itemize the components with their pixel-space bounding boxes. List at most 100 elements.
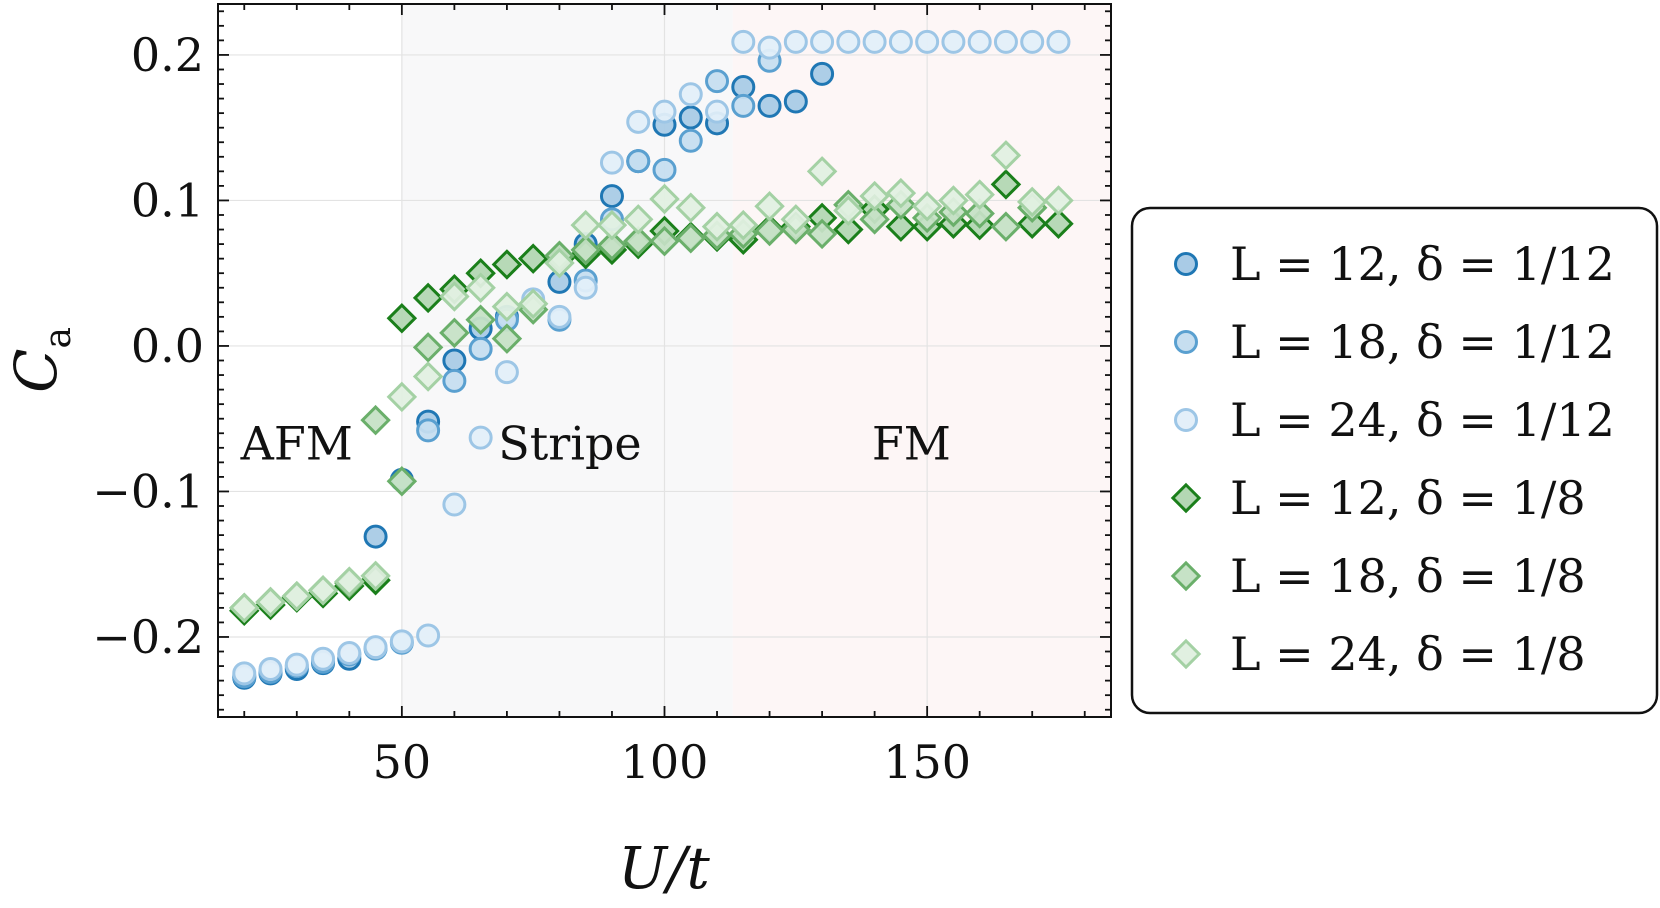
data-point <box>442 348 467 373</box>
x-tick-label: 50 <box>373 735 432 789</box>
data-point <box>599 184 624 209</box>
data-point <box>649 225 680 257</box>
data-point <box>754 191 785 222</box>
data-point <box>442 368 467 393</box>
region-labels: AFM Stripe FM <box>240 416 951 470</box>
series-3 <box>232 29 1071 686</box>
region-label-fm: FM <box>872 416 951 470</box>
legend-label: L = 12, δ = 1/8 <box>1230 471 1586 525</box>
data-point <box>731 29 756 54</box>
data-point <box>990 211 1022 242</box>
legend-marker <box>1174 252 1198 276</box>
data-point <box>363 524 388 549</box>
legend-entry: L = 18, δ = 1/12 <box>1174 315 1615 369</box>
data-point <box>1043 185 1074 216</box>
data-point <box>938 185 969 216</box>
legend-label: L = 24, δ = 1/12 <box>1230 393 1615 447</box>
data-point <box>859 204 890 235</box>
data-point <box>412 332 444 363</box>
axis-ticks <box>218 4 1111 717</box>
data-point <box>993 29 1018 54</box>
region-label-stripe: Stripe <box>498 416 641 470</box>
data-point <box>757 35 782 60</box>
data-point <box>678 128 703 153</box>
data-point <box>915 29 940 54</box>
data-point <box>806 218 838 250</box>
data-point <box>386 303 418 334</box>
data-point <box>675 192 707 223</box>
legend-entry: L = 12, δ = 1/8 <box>1170 471 1586 525</box>
legend-marker <box>1170 482 1202 514</box>
data-point <box>652 157 677 182</box>
data-point <box>888 29 913 54</box>
data-point <box>232 661 257 686</box>
data-point <box>885 211 917 242</box>
data-point <box>701 211 733 242</box>
y-tick-label: 0.0 <box>131 319 204 373</box>
data-point <box>806 156 838 187</box>
data-point <box>412 361 444 392</box>
data-point <box>494 360 519 385</box>
data-point <box>386 381 418 413</box>
data-point <box>783 89 808 114</box>
legend-label: L = 12, δ = 1/12 <box>1230 237 1615 291</box>
data-point <box>491 291 523 322</box>
data-point <box>307 575 339 606</box>
legend-marker <box>1174 408 1198 432</box>
data-point <box>731 93 756 118</box>
legend-marker <box>1170 638 1202 670</box>
data-point <box>596 230 628 261</box>
data-point <box>1046 29 1071 54</box>
y-axis-label: Ca <box>2 327 79 393</box>
data-point <box>416 623 441 648</box>
data-point <box>547 304 572 329</box>
y-tick-label: 0.1 <box>131 173 204 227</box>
data-point <box>468 425 493 450</box>
data-point <box>311 646 336 671</box>
y-tick-label: −0.2 <box>92 610 204 664</box>
data-point <box>491 323 523 354</box>
region-label-afm: AFM <box>240 416 353 470</box>
data-point <box>334 566 365 597</box>
region-fm <box>732 4 1111 717</box>
legend-label: L = 18, δ = 1/8 <box>1230 549 1586 603</box>
y-axis-label-subscript: a <box>38 327 79 348</box>
tick-labels: 50 100 150 −0.2 −0.1 0.0 0.1 0.2 <box>92 28 971 789</box>
data-point <box>517 288 549 319</box>
data-point <box>416 418 441 443</box>
data-point <box>911 191 943 222</box>
data-point <box>728 209 759 241</box>
phase-regions <box>218 4 1111 717</box>
data-point <box>649 183 680 215</box>
data-point <box>810 29 835 54</box>
legend: L = 12, δ = 1/12 L = 18, δ = 1/12 L = 24, … <box>1130 206 1659 715</box>
legend-entry: L = 18, δ = 1/8 <box>1170 549 1586 603</box>
data-point <box>363 635 388 660</box>
data-point <box>836 29 861 54</box>
data-point <box>596 209 628 241</box>
y-tick-label: −0.1 <box>92 464 204 518</box>
svg-text:Ca: Ca <box>2 327 79 393</box>
data-point <box>255 586 286 618</box>
data-point <box>964 198 995 229</box>
data-point <box>337 640 362 665</box>
data-point <box>465 272 496 303</box>
data-point <box>442 492 467 517</box>
data-point <box>990 169 1022 200</box>
legend-marker <box>1174 330 1198 354</box>
data-points <box>229 29 1074 690</box>
data-point <box>626 109 651 134</box>
data-point <box>833 195 864 226</box>
data-point <box>990 140 1022 171</box>
legend-entries: L = 12, δ = 1/12 L = 18, δ = 1/12 L = 24, … <box>1170 237 1615 681</box>
data-point <box>675 223 707 254</box>
data-point <box>626 149 651 174</box>
data-point <box>439 281 470 312</box>
data-point <box>468 336 493 361</box>
data-point <box>705 69 730 94</box>
data-point <box>757 93 782 118</box>
x-tick-label: 100 <box>621 735 709 789</box>
data-point <box>622 225 654 257</box>
legend-label: L = 18, δ = 1/12 <box>1230 315 1615 369</box>
data-point <box>652 99 677 124</box>
